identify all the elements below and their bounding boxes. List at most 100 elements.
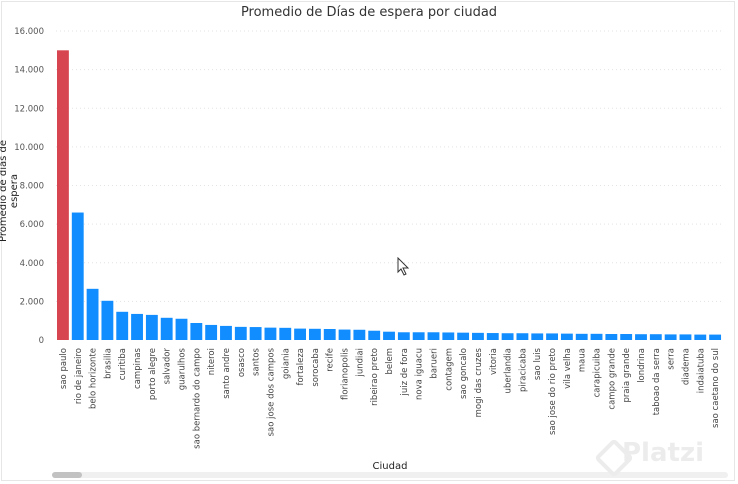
bar[interactable] (664, 334, 677, 340)
bar[interactable] (679, 334, 692, 340)
y-tick-label: 4.000 (20, 259, 44, 269)
bar[interactable] (546, 333, 558, 340)
bar[interactable] (234, 326, 247, 340)
x-tick-label: sorocaba (311, 348, 321, 387)
horizontal-scrollbar[interactable] (52, 472, 728, 478)
x-tick-label: porto alegre (148, 348, 158, 400)
x-tick-label: jundiai (355, 348, 365, 377)
bar[interactable] (205, 324, 218, 340)
x-tick-label: santos (252, 347, 262, 376)
bar[interactable] (57, 50, 69, 340)
x-tick-label: fortaleza (296, 348, 306, 386)
bar[interactable] (560, 333, 573, 340)
x-tick-label: juiz de fora (400, 348, 410, 397)
bar[interactable] (86, 288, 99, 340)
x-tick-label: ribeirao preto (370, 348, 380, 406)
bar[interactable] (397, 332, 410, 340)
bar[interactable] (368, 330, 381, 340)
x-tick-label: taboao da serra (652, 348, 662, 415)
bar[interactable] (383, 331, 395, 340)
bar[interactable] (175, 318, 188, 340)
x-tick-label: belo horizonte (89, 348, 99, 409)
bar[interactable] (457, 332, 470, 340)
x-tick-label: sao jose dos campos (266, 347, 276, 436)
y-tick-label: 14.000 (14, 66, 44, 76)
x-tick-label: niteroi (207, 348, 217, 375)
x-tick-label: indaiatuba (696, 348, 706, 393)
x-tick-label: praia grande (622, 348, 632, 402)
bar[interactable] (605, 334, 618, 340)
bar[interactable] (486, 333, 499, 340)
bar[interactable] (694, 334, 707, 340)
y-tick-label: 16.000 (14, 27, 44, 37)
x-tick-label: brasilia (103, 348, 113, 379)
bar[interactable] (190, 323, 203, 340)
y-tick-label: 2.000 (20, 297, 44, 307)
bar[interactable] (442, 332, 455, 340)
watermark: Platzi (622, 438, 704, 468)
x-tick-label: campinas (133, 347, 143, 389)
x-tick-label: carapicuiba (593, 348, 603, 397)
mouse-cursor-icon (397, 257, 410, 276)
y-tick-label: 10.000 (14, 143, 44, 153)
x-tick-label: barueri (429, 348, 439, 379)
x-tick-label: contagem (444, 348, 454, 391)
bar[interactable] (635, 334, 647, 340)
bar[interactable] (531, 333, 544, 340)
x-tick-label: sao goncalo (459, 348, 469, 399)
x-tick-label: uberlandia (504, 348, 514, 393)
x-tick-label: sao paulo (59, 348, 69, 389)
bar[interactable] (279, 327, 292, 340)
bar[interactable] (620, 334, 633, 340)
x-tick-label: sao luis (533, 347, 543, 380)
x-tick-label: goiania (281, 348, 291, 379)
bar[interactable] (264, 327, 277, 340)
x-tick-label: sao caetano do sul (711, 348, 721, 428)
bar[interactable] (116, 311, 129, 340)
bar[interactable] (71, 212, 84, 340)
x-tick-label: diadema (681, 348, 691, 385)
chart-title: Promedio de Días de espera por ciudad (240, 5, 498, 20)
x-tick-label: recife (326, 348, 336, 372)
bar[interactable] (294, 328, 307, 340)
bar[interactable] (590, 333, 603, 340)
x-tick-label: nova iguacu (415, 348, 425, 400)
bar[interactable] (249, 327, 262, 340)
bar[interactable] (338, 329, 351, 340)
bar[interactable] (353, 329, 366, 340)
bar[interactable] (412, 332, 425, 340)
x-tick-label: londrina (637, 348, 647, 383)
bar[interactable] (101, 300, 114, 340)
x-tick-label: salvador (163, 348, 173, 385)
bar[interactable] (501, 333, 514, 340)
bar[interactable] (160, 317, 173, 340)
bar[interactable] (472, 332, 484, 340)
x-tick-label: campo grande (607, 348, 617, 410)
x-tick-label: guarulhos (178, 347, 188, 390)
y-tick-label: 12.000 (14, 104, 44, 114)
bar[interactable] (575, 333, 588, 340)
x-tick-label: piracicaba (518, 348, 528, 392)
bar[interactable] (131, 313, 143, 340)
x-tick-label: serra (667, 348, 677, 370)
bar[interactable] (649, 334, 662, 340)
x-tick-label: maua (578, 348, 588, 372)
bar[interactable] (145, 314, 158, 340)
scrollbar-thumb[interactable] (52, 472, 82, 478)
bar[interactable] (516, 333, 529, 340)
x-tick-label: sao bernardo do campo (192, 348, 202, 449)
x-tick-label: osasco (237, 348, 247, 377)
x-axis-label: Ciudad (372, 461, 408, 472)
bar[interactable] (427, 332, 440, 340)
y-tick-label: 0 (39, 336, 44, 346)
bar[interactable] (709, 334, 722, 340)
bar[interactable] (323, 328, 336, 340)
bar[interactable] (308, 328, 321, 340)
x-tick-label: florianopolis (341, 347, 351, 400)
bar[interactable] (220, 325, 232, 340)
x-tick-label: rio de janeiro (74, 348, 84, 404)
x-tick-label: santo andre (222, 348, 232, 399)
x-tick-label: vitoria (489, 348, 499, 375)
y-tick-label: 6.000 (20, 220, 44, 230)
